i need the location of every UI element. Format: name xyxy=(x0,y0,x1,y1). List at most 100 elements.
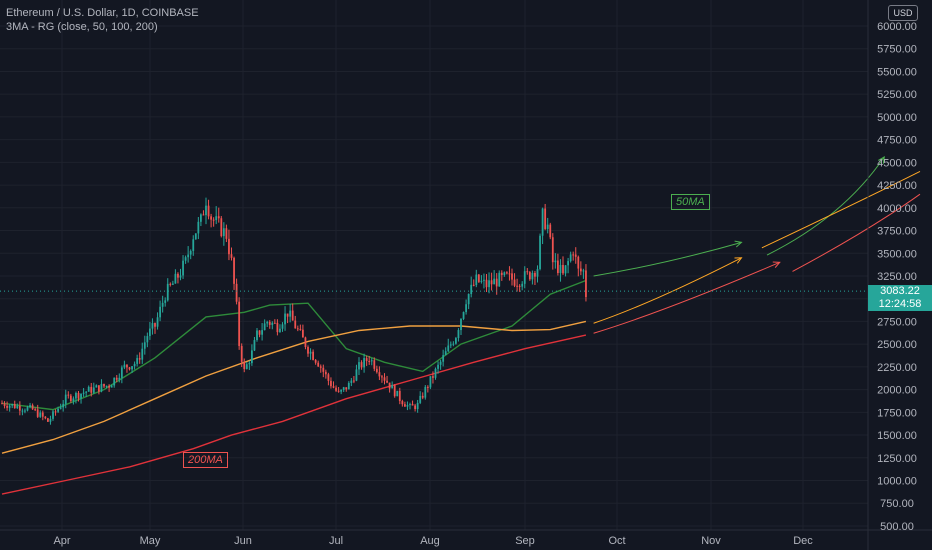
moving-averages xyxy=(1,279,587,495)
candle-body xyxy=(546,224,549,229)
candle-body xyxy=(202,214,205,216)
candle-body xyxy=(414,405,416,410)
candle-body xyxy=(567,261,569,266)
candle-body xyxy=(136,358,139,364)
candle-body xyxy=(511,273,513,280)
candle-body xyxy=(273,322,276,324)
candle-body xyxy=(536,269,539,277)
last-price-badge: 3083.22 12:24:58 xyxy=(868,285,932,312)
candle-body xyxy=(54,411,57,413)
price-axis[interactable]: 6000.00 5750.00 5500.00 5250.00 5000.00 4750.… xyxy=(877,21,917,533)
candle-body xyxy=(498,272,501,287)
candle-body xyxy=(409,404,411,406)
time-tick-label: Oct xyxy=(608,535,625,547)
candle-body xyxy=(551,237,554,263)
price-tick-label: 4750.00 xyxy=(877,135,917,147)
candle-body xyxy=(319,366,322,368)
price-tick-label: 1000.00 xyxy=(877,476,917,488)
candle-body xyxy=(220,218,223,237)
symbol-title[interactable]: Ethereum / U.S. Dollar, 1D, COINBASE xyxy=(6,7,199,19)
candle-body xyxy=(59,407,62,409)
last-price-value: 3083.22 xyxy=(880,285,920,298)
time-axis[interactable]: Apr May Jun Jul Aug Sep Oct Nov Dec xyxy=(53,535,813,547)
price-tick-label: 1500.00 xyxy=(877,430,917,442)
candle-body xyxy=(312,351,314,360)
candle-body xyxy=(235,283,238,302)
candle-body xyxy=(268,321,271,325)
candle-body xyxy=(271,322,274,325)
candle-body xyxy=(294,320,297,329)
candle-body xyxy=(207,205,210,217)
candle-body xyxy=(215,216,218,221)
candle-body xyxy=(261,330,263,335)
candle-body xyxy=(404,404,406,407)
candle-body xyxy=(189,250,192,255)
candle-body xyxy=(143,342,146,349)
candle-body xyxy=(39,412,42,417)
candle-body xyxy=(360,362,363,368)
candle-body xyxy=(245,364,248,369)
candle-body xyxy=(200,214,202,222)
price-tick-label: 2000.00 xyxy=(877,385,917,397)
candle-body xyxy=(353,380,355,382)
candle-body xyxy=(585,270,587,298)
candle-body xyxy=(467,294,470,305)
candle-body xyxy=(251,350,253,364)
price-tick-label: 5000.00 xyxy=(877,112,917,124)
projection-arrowhead xyxy=(772,261,781,268)
candle-body xyxy=(31,405,34,410)
ma100-line xyxy=(1,320,587,454)
candle-body xyxy=(225,228,228,239)
candle-body xyxy=(426,386,429,388)
price-tick-label: 3250.00 xyxy=(877,271,917,283)
candle-body xyxy=(401,401,404,405)
candle-body xyxy=(559,264,562,274)
candle-body xyxy=(557,260,559,274)
candle-body xyxy=(539,235,541,270)
candle-body xyxy=(518,285,521,287)
indicator-label[interactable]: 3MA - RG (close, 50, 100, 200) xyxy=(6,21,158,33)
candle-body xyxy=(337,390,340,392)
candle-body xyxy=(582,270,585,272)
candle-body xyxy=(314,359,317,363)
candle-body xyxy=(6,405,8,408)
candle-body xyxy=(327,374,330,381)
candle-body xyxy=(238,301,241,347)
currency-button[interactable]: USD xyxy=(888,5,918,21)
candle-body xyxy=(424,386,427,398)
candle-body xyxy=(253,340,256,351)
candle-body xyxy=(332,386,335,388)
candle-body xyxy=(80,393,82,399)
candle-body xyxy=(528,272,531,280)
candle-body xyxy=(47,418,49,422)
candle-body xyxy=(564,265,567,274)
candle-body xyxy=(210,216,212,220)
price-tick-label: 3750.00 xyxy=(877,226,917,238)
candle-body xyxy=(159,306,161,318)
candle-body xyxy=(483,279,485,281)
candle-body xyxy=(324,371,327,375)
candle-body xyxy=(164,300,167,303)
candle-body xyxy=(13,404,16,409)
time-tick-label: May xyxy=(140,535,161,547)
candle-body xyxy=(120,367,123,378)
chart-legend: Ethereum / U.S. Dollar, 1D, COINBASE 3MA… xyxy=(6,6,199,34)
candle-body xyxy=(429,376,432,388)
candle-body xyxy=(523,271,526,284)
candle-body xyxy=(126,364,128,368)
candle-body xyxy=(205,205,207,216)
candle-body xyxy=(95,385,98,388)
candle-body xyxy=(299,328,302,330)
candle-body xyxy=(307,347,309,354)
projection-arrowhead xyxy=(734,240,743,248)
candle-body xyxy=(3,403,6,406)
projection-arrowhead xyxy=(734,257,743,264)
candle-body xyxy=(370,360,373,362)
candle-body xyxy=(447,345,450,352)
candle-body xyxy=(67,394,70,396)
ma200-line xyxy=(1,334,587,495)
candle-body xyxy=(439,361,442,365)
candle-body xyxy=(289,310,292,317)
